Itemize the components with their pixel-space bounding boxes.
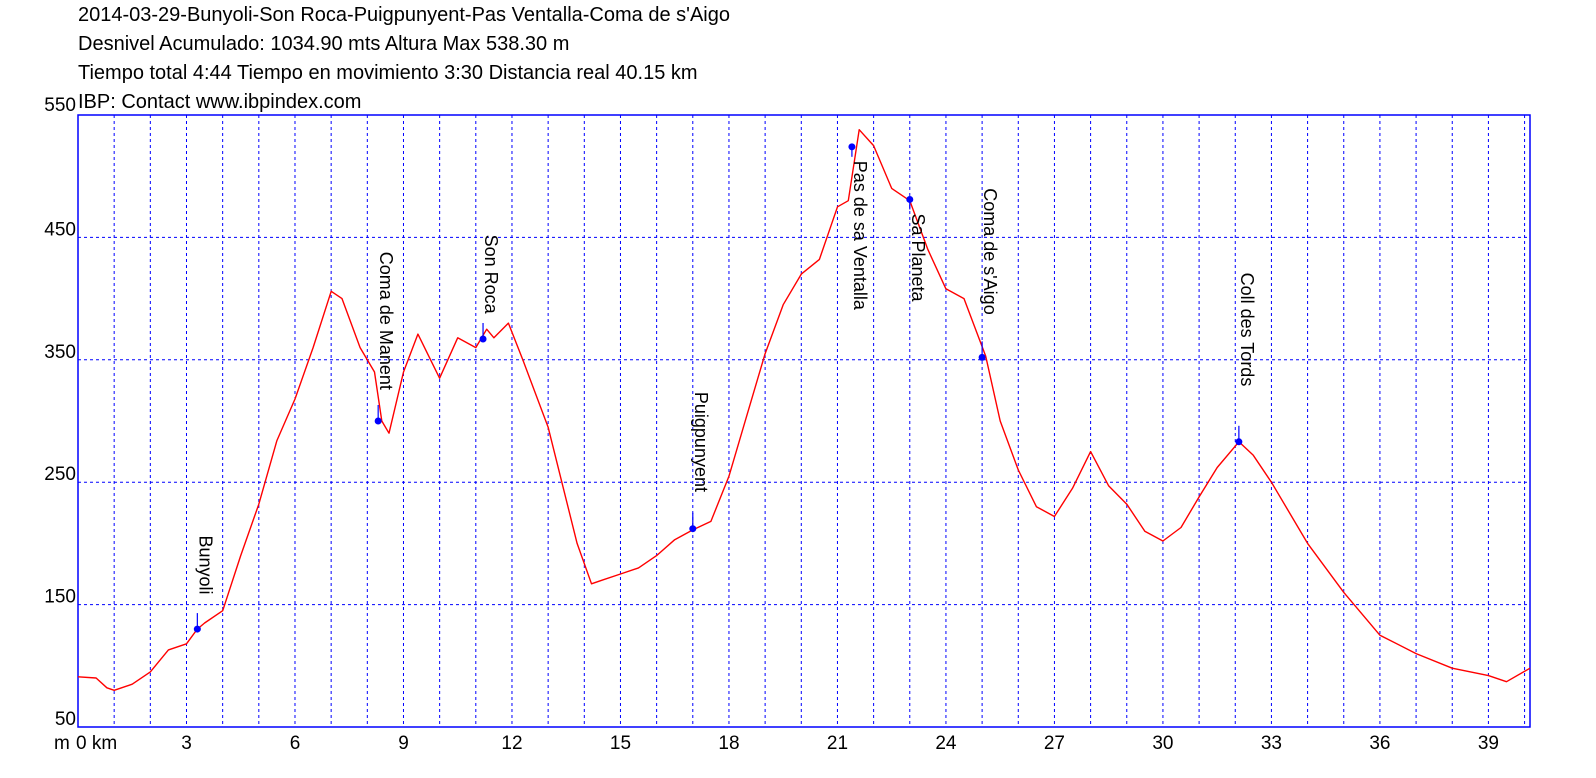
x-tick-label: 6 — [290, 733, 301, 754]
ibp-contact: IBP: Contact www.ibpindex.com — [78, 91, 362, 113]
x-tick-label: 24 — [935, 733, 957, 754]
y-tick-label: 150 — [44, 587, 76, 608]
waypoint-dot — [906, 195, 914, 203]
y-tick-label: 250 — [44, 464, 76, 485]
x-tick-label: 39 — [1478, 733, 1499, 754]
waypoint-dot — [1235, 438, 1243, 446]
waypoint-label: Sa Planeta — [908, 214, 928, 303]
stats-time-distance: Tiempo total 4:44 Tiempo en movimiento 3… — [78, 62, 698, 84]
waypoint-dot — [689, 525, 697, 533]
waypoint-label: Bunyoli — [195, 536, 215, 595]
waypoint-dot — [193, 625, 201, 633]
y-tick-label: 50 — [55, 709, 76, 730]
x-tick-label: 0 km — [76, 733, 117, 754]
waypoint: Coma de Manent — [374, 252, 396, 425]
waypoint: Coma de s'Aigo — [978, 188, 1000, 361]
waypoint-dot — [978, 353, 986, 361]
waypoint-label: Coll des Tords — [1237, 273, 1257, 387]
waypoint: Puigpunyent — [689, 392, 711, 533]
waypoint-markers: Bunyoli Coma de Manent Son Roca Puigpunyent… — [193, 143, 1257, 633]
elevation-profile-line — [77, 129, 1531, 691]
waypoint: Sa Planeta — [906, 195, 928, 303]
y-unit-label: m — [54, 733, 70, 754]
y-tick-label: 550 — [44, 95, 76, 116]
waypoint: Coll des Tords — [1235, 273, 1257, 446]
waypoint: Pas de sa Ventalla — [848, 143, 870, 311]
plot-frame — [77, 114, 1531, 728]
x-tick-label: 21 — [827, 733, 848, 754]
waypoint-dot — [374, 417, 382, 425]
waypoint: Bunyoli — [193, 536, 215, 633]
x-tick-label: 9 — [398, 733, 409, 754]
waypoint-dot — [479, 335, 487, 343]
grid-lines — [78, 115, 1530, 727]
x-tick-label: 3 — [181, 733, 192, 754]
waypoint: Son Roca — [479, 235, 501, 343]
y-tick-label: 350 — [44, 342, 76, 363]
y-tick-labels: 50 150 250 350 450 550 — [44, 95, 76, 730]
chart-title: 2014-03-29-Bunyoli-Son Roca-Puigpunyent-… — [78, 4, 730, 26]
waypoint-label: Pas de sa Ventalla — [850, 161, 870, 311]
stats-elevation: Desnivel Acumulado: 1034.90 mts Altura M… — [78, 33, 570, 55]
waypoint-label: Son Roca — [481, 235, 501, 315]
y-tick-label: 450 — [44, 219, 76, 240]
x-tick-label: 36 — [1369, 733, 1390, 754]
x-tick-label: 27 — [1044, 733, 1065, 754]
x-tick-label: 12 — [501, 733, 522, 754]
x-tick-label: 15 — [610, 733, 631, 754]
waypoint-label: Coma de s'Aigo — [980, 188, 1000, 315]
waypoint-dot — [848, 143, 856, 151]
waypoint-label: Coma de Manent — [376, 252, 396, 390]
waypoint-label: Puigpunyent — [691, 392, 711, 492]
x-tick-label: 18 — [718, 733, 739, 754]
x-tick-label: 33 — [1261, 733, 1282, 754]
x-tick-label: 30 — [1152, 733, 1173, 754]
